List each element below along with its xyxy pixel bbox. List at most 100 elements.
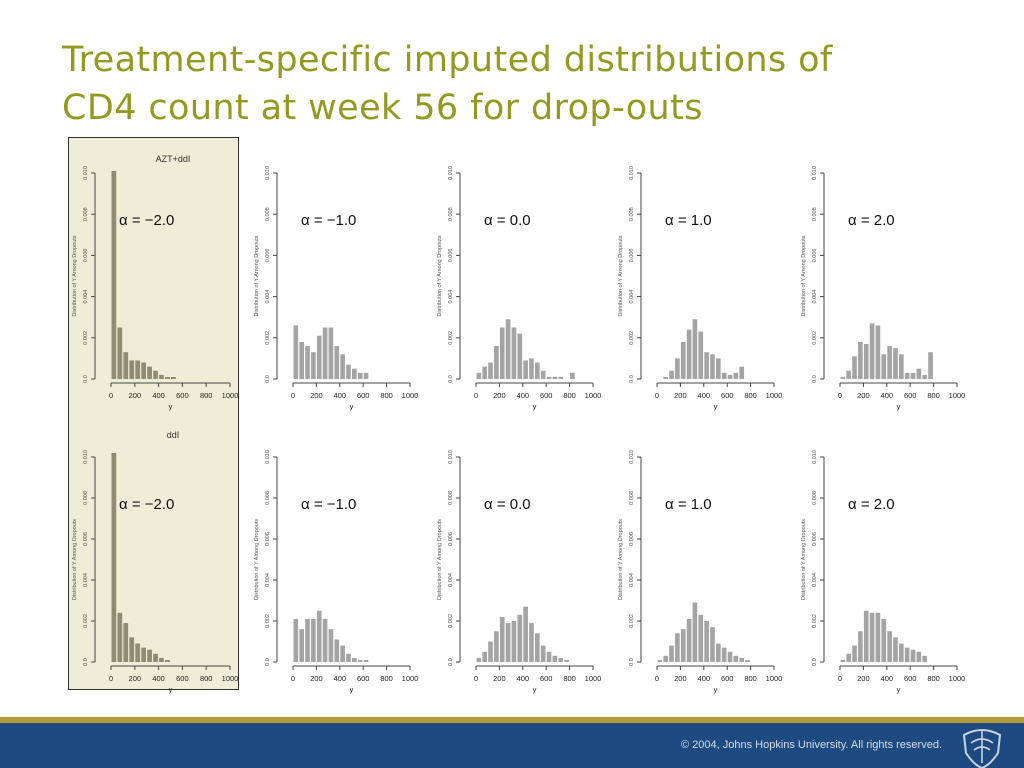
- histogram-bar: [893, 348, 898, 379]
- histogram-panel: 0 200 400 600 800 1000 y 0.0 0.002 0.004 0.006 0.00…: [613, 421, 800, 702]
- y-tick-label: 0.002: [629, 331, 635, 345]
- x-tick-label: 200: [674, 391, 687, 400]
- x-axis-label: y: [169, 402, 173, 411]
- histogram-bar: [357, 659, 363, 662]
- histogram-bar: [352, 368, 357, 379]
- histogram-bar: [141, 362, 146, 379]
- y-tick-label: 0.010: [629, 166, 635, 180]
- alpha-annotation: α = −2.0: [119, 496, 174, 513]
- histogram-bar: [129, 637, 135, 662]
- histogram-bar: [352, 657, 357, 662]
- histogram-bar: [875, 325, 881, 379]
- y-tick-label: 0.010: [265, 450, 271, 464]
- histogram-bar: [540, 645, 546, 662]
- x-tick-label: 200: [310, 391, 323, 400]
- x-axis-label: y: [714, 685, 718, 694]
- histogram-bar: [346, 364, 351, 379]
- histogram-panel: 0 200 400 600 800 1000 y 0.0 0.002 0.004 0.006 0.00…: [249, 137, 436, 419]
- y-tick-label: 0.0: [812, 658, 818, 666]
- y-tick-label: 0.006: [448, 532, 454, 546]
- histogram-bar: [733, 655, 739, 662]
- histogram-bar: [858, 341, 863, 379]
- histogram-bar: [117, 327, 123, 379]
- histogram-bar: [363, 372, 369, 379]
- y-tick-label: 0.0: [812, 375, 818, 383]
- slide-title-line-1: Treatment-specific imputed distributions…: [62, 40, 833, 80]
- histogram-panel: 0 200 400 600 800 1000 y 0.0 0.002 0.004 0.006 0.00…: [249, 421, 436, 702]
- histogram-bar: [153, 653, 158, 662]
- x-tick-label: 0: [838, 391, 842, 400]
- x-tick-label: 200: [857, 674, 870, 683]
- histogram-bar: [922, 655, 928, 662]
- y-tick-label: 0.0: [448, 658, 454, 666]
- y-tick-label: 0.010: [629, 450, 635, 464]
- alpha-annotation: α = 0.0: [484, 212, 531, 229]
- y-tick-label: 0.006: [629, 532, 635, 546]
- y-tick-label: 0.010: [448, 166, 454, 180]
- x-axis-label: y: [350, 685, 354, 694]
- histogram-bar: [852, 645, 857, 662]
- histogram-bar: [147, 366, 152, 379]
- x-tick-label: 600: [904, 674, 917, 683]
- histogram-bar: [739, 366, 745, 379]
- histogram-bar: [546, 651, 552, 662]
- y-tick-label: 0.006: [83, 249, 89, 263]
- histogram-bar: [334, 346, 340, 379]
- histogram-panel: 0 200 400 600 800 1000 y 0.0 0.002 0.004 0.006 0.00…: [72, 430, 238, 694]
- x-tick-label: 600: [357, 674, 370, 683]
- histogram-bar: [910, 372, 916, 379]
- x-tick-label: 800: [744, 674, 757, 683]
- x-axis-label: y: [897, 402, 901, 411]
- x-tick-label: 0: [474, 674, 478, 683]
- y-tick-label: 0.002: [265, 614, 271, 628]
- x-axis-label: y: [897, 685, 901, 694]
- histogram-bar: [505, 623, 511, 662]
- histogram-panel: 0 200 400 600 800 1000 y 0.0 0.002 0.004 0.006 0.00…: [432, 421, 619, 702]
- y-tick-label: 0.004: [629, 290, 635, 304]
- histogram-bar: [846, 653, 851, 662]
- histogram-bar: [340, 645, 345, 662]
- y-axis-label: Distribution of Y Among Dropouts: [437, 235, 443, 316]
- x-tick-label: 600: [357, 391, 370, 400]
- histogram-bar: [305, 618, 310, 662]
- alpha-annotation: α = −2.0: [119, 212, 174, 229]
- x-tick-label: 600: [721, 674, 734, 683]
- x-tick-label: 0: [474, 391, 478, 400]
- histogram-bar: [523, 606, 528, 662]
- footer-rule: [0, 717, 1024, 723]
- highlight-panel: [68, 137, 239, 690]
- histogram-bar: [887, 346, 892, 379]
- histogram-bar: [669, 645, 674, 662]
- histogram-bar: [505, 319, 511, 379]
- histogram-bar: [727, 374, 733, 379]
- y-tick-label: 0.004: [83, 290, 89, 304]
- histogram-bar: [733, 372, 739, 379]
- x-tick-label: 200: [493, 674, 506, 683]
- histogram-bar: [704, 352, 709, 379]
- histogram-bar: [916, 651, 922, 662]
- y-tick-label: 0.0: [265, 375, 271, 383]
- y-tick-label: 0.0: [265, 658, 271, 666]
- histogram-bar: [346, 653, 351, 662]
- y-tick-label: 0.008: [448, 491, 454, 505]
- x-tick-label: 600: [176, 674, 189, 683]
- histogram-bar: [357, 372, 363, 379]
- x-tick-label: 0: [655, 674, 659, 683]
- histogram-bar: [704, 621, 709, 662]
- histogram-bar: [863, 610, 869, 662]
- histogram-bar: [529, 623, 534, 662]
- x-axis-label: y: [533, 402, 537, 411]
- x-tick-label: 200: [129, 391, 142, 400]
- y-tick-label: 0.002: [83, 331, 89, 345]
- histogram-bar: [299, 341, 304, 379]
- y-tick-label: 0.002: [448, 331, 454, 345]
- slide-title-line-2: CD4 count at week 56 for drop-outs: [62, 88, 703, 128]
- copyright-text: © 2004, Johns Hopkins University. All ri…: [680, 739, 942, 751]
- histogram-bar: [875, 612, 881, 662]
- x-tick-label: 1000: [585, 391, 602, 400]
- histogram-bar: [675, 633, 680, 662]
- histogram-bar: [523, 360, 528, 379]
- histogram-bar: [904, 372, 910, 379]
- x-tick-label: 400: [517, 391, 530, 400]
- y-tick-label: 0.002: [83, 614, 89, 628]
